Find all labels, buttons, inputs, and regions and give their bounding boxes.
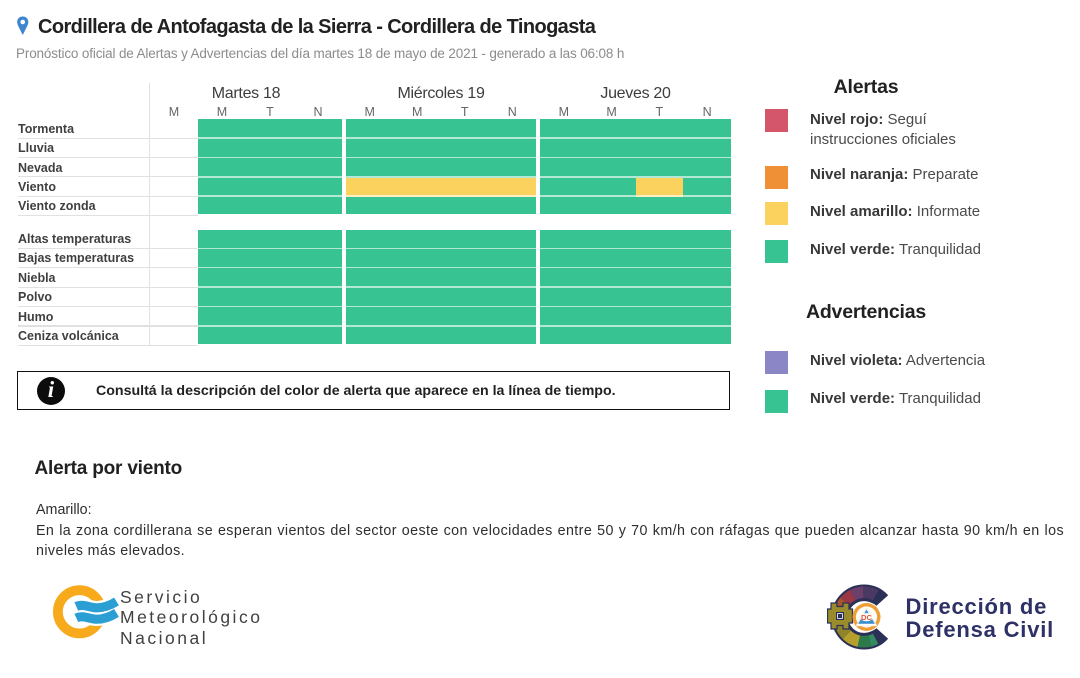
svg-text:DC: DC <box>861 613 872 622</box>
